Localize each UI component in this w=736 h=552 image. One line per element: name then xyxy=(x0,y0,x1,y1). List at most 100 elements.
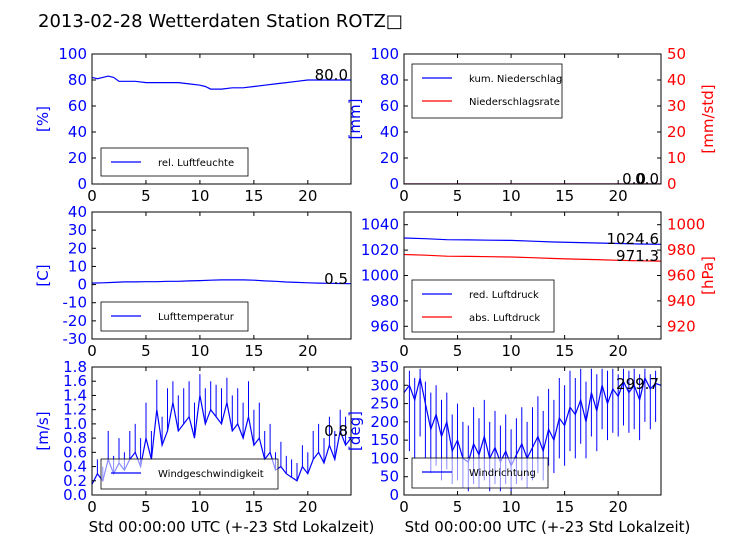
legend-box xyxy=(100,458,279,490)
y-tick-label: 250 xyxy=(370,395,399,413)
panel-windspeed: 0 5 10 15 200.00.20.40.60.81.01.21.41.61.8[m… xyxy=(34,358,352,516)
y-tick-label: 40 xyxy=(68,203,87,221)
series-line-1 xyxy=(404,253,661,262)
series-spikes-0 xyxy=(92,374,351,485)
plot-frame xyxy=(91,53,352,185)
legend: kum. Niederschlag Niederschlagsrate xyxy=(411,63,563,119)
legend-label: Windrichtung xyxy=(469,468,536,479)
y-tick-label: 0 xyxy=(389,486,399,504)
y-tick-label: 1.0 xyxy=(63,415,87,433)
series-group xyxy=(404,368,661,492)
plot-frame xyxy=(91,366,352,496)
y-right-tick-label: 10 xyxy=(667,149,686,167)
x-tick-label: 0 xyxy=(399,498,409,516)
y-tick-label: 80 xyxy=(380,71,399,89)
x-tick-label: 20 xyxy=(609,187,628,205)
y-axis-label: [C] xyxy=(34,264,52,286)
series-group xyxy=(404,237,661,262)
y-tick-label: 1.6 xyxy=(63,372,87,390)
x-tick-label: 0 xyxy=(87,187,97,205)
y-right-axis-label: [mm/std] xyxy=(699,84,717,153)
y-right-axis-label: [hPa] xyxy=(699,256,717,295)
legend-label: rel. Luftfeuchte xyxy=(158,158,234,169)
y-tick-label: 20 xyxy=(380,149,399,167)
series-line-0 xyxy=(404,376,661,468)
x-tick-label: 10 xyxy=(190,498,209,516)
y-right-tick-label: 920 xyxy=(667,317,696,335)
y-tick-label: 960 xyxy=(370,317,399,335)
y-right-tick-label: 0 xyxy=(667,175,677,193)
x-tick-label: 0 xyxy=(399,342,409,360)
legend: rel. Luftfeuchte xyxy=(100,147,249,177)
x-tick-label: 5 xyxy=(453,498,463,516)
y-tick-label: 0.2 xyxy=(63,472,87,490)
legend-label: kum. Niederschlag xyxy=(469,74,562,85)
series-line-0 xyxy=(92,395,351,485)
x-tick-label: 5 xyxy=(141,498,151,516)
y-axis-label: [mm] xyxy=(346,99,364,140)
y-tick-label: 100 xyxy=(370,449,399,467)
y-axis-label: [%] xyxy=(34,106,52,132)
panel-winddir: 0 5 10 15 20050100150200250300350[deg]299.7W… xyxy=(346,358,662,516)
y-tick-label: 350 xyxy=(370,358,399,376)
y-tick-label: 100 xyxy=(370,45,399,63)
y-tick-label: 0 xyxy=(389,175,399,193)
legend-box xyxy=(411,457,549,489)
series-group xyxy=(92,75,351,90)
value-readout: 0.0 xyxy=(622,170,646,188)
x-axis-label: Std 00:00:00 UTC (+-23 Std Lokalzeit) xyxy=(405,518,691,536)
x-tick-label: 15 xyxy=(244,342,263,360)
legend: red. Luftdruck abs. Luftdruck xyxy=(411,279,555,333)
y-tick-label: 60 xyxy=(380,97,399,115)
y-tick-label: 100 xyxy=(58,45,87,63)
y-tick-label: 60 xyxy=(68,97,87,115)
x-tick-label: 20 xyxy=(609,498,628,516)
x-tick-label: 15 xyxy=(555,342,574,360)
legend-label: Lufttemperatur xyxy=(158,312,235,323)
value-readout: 1024.6 xyxy=(607,230,660,248)
panel-precip: 0 5 10 15 20 0 20 40 60 80 100 0 10 20 30 40 50 [mm] [mm/s… xyxy=(346,45,717,205)
x-tick-label: 5 xyxy=(453,187,463,205)
x-tick-label: 15 xyxy=(244,498,263,516)
y-right-tick-label: 940 xyxy=(667,292,696,310)
series-line-0 xyxy=(92,75,351,90)
y-right-tick-label: 1000 xyxy=(667,216,705,234)
x-tick-label: 0 xyxy=(87,498,97,516)
y-tick-label: 50 xyxy=(380,468,399,486)
y-tick-label: 40 xyxy=(68,123,87,141)
y-right-tick-label: 960 xyxy=(667,267,696,285)
y-tick-label: 0 xyxy=(77,175,87,193)
y-axis-label: [m/s] xyxy=(34,411,52,450)
y-tick-label: 0.8 xyxy=(63,429,87,447)
y-tick-label: 20 xyxy=(68,149,87,167)
legend: Windrichtung xyxy=(411,457,549,489)
y-right-tick-label: 50 xyxy=(667,45,686,63)
y-tick-label: -30 xyxy=(63,330,88,348)
y-tick-label: 1000 xyxy=(361,267,399,285)
y-tick-label: 1.2 xyxy=(63,401,87,419)
x-tick-label: 10 xyxy=(190,342,209,360)
value-readout: 0.8 xyxy=(324,422,348,440)
value-readout: 0.0 xyxy=(635,170,659,188)
y-right-tick-label: 20 xyxy=(667,123,686,141)
legend-label: red. Luftdruck xyxy=(469,290,539,301)
y-tick-label: 30 xyxy=(68,221,87,239)
y-tick-label: 0.6 xyxy=(63,443,87,461)
x-tick-label: 5 xyxy=(141,187,151,205)
x-tick-label: 10 xyxy=(502,498,521,516)
legend-label: abs. Luftdruck xyxy=(469,313,540,324)
x-tick-label: 5 xyxy=(141,342,151,360)
y-tick-label: 1020 xyxy=(361,241,399,259)
legend-label: Niederschlagsrate xyxy=(469,97,560,108)
x-tick-label: 15 xyxy=(555,498,574,516)
panel-pressure: 0 5 10 15 20 960 980 1000 1020 1040 920 940 960 980 10… xyxy=(361,211,717,360)
plot-frame xyxy=(403,53,662,185)
legend-label: Windgeschwindigkeit xyxy=(158,469,264,480)
y-right-tick-label: 40 xyxy=(667,71,686,89)
y-tick-label: -10 xyxy=(63,294,88,312)
legend: Lufttemperatur xyxy=(100,301,249,332)
y-right-tick-label: 30 xyxy=(667,97,686,115)
y-tick-label: 300 xyxy=(370,376,399,394)
